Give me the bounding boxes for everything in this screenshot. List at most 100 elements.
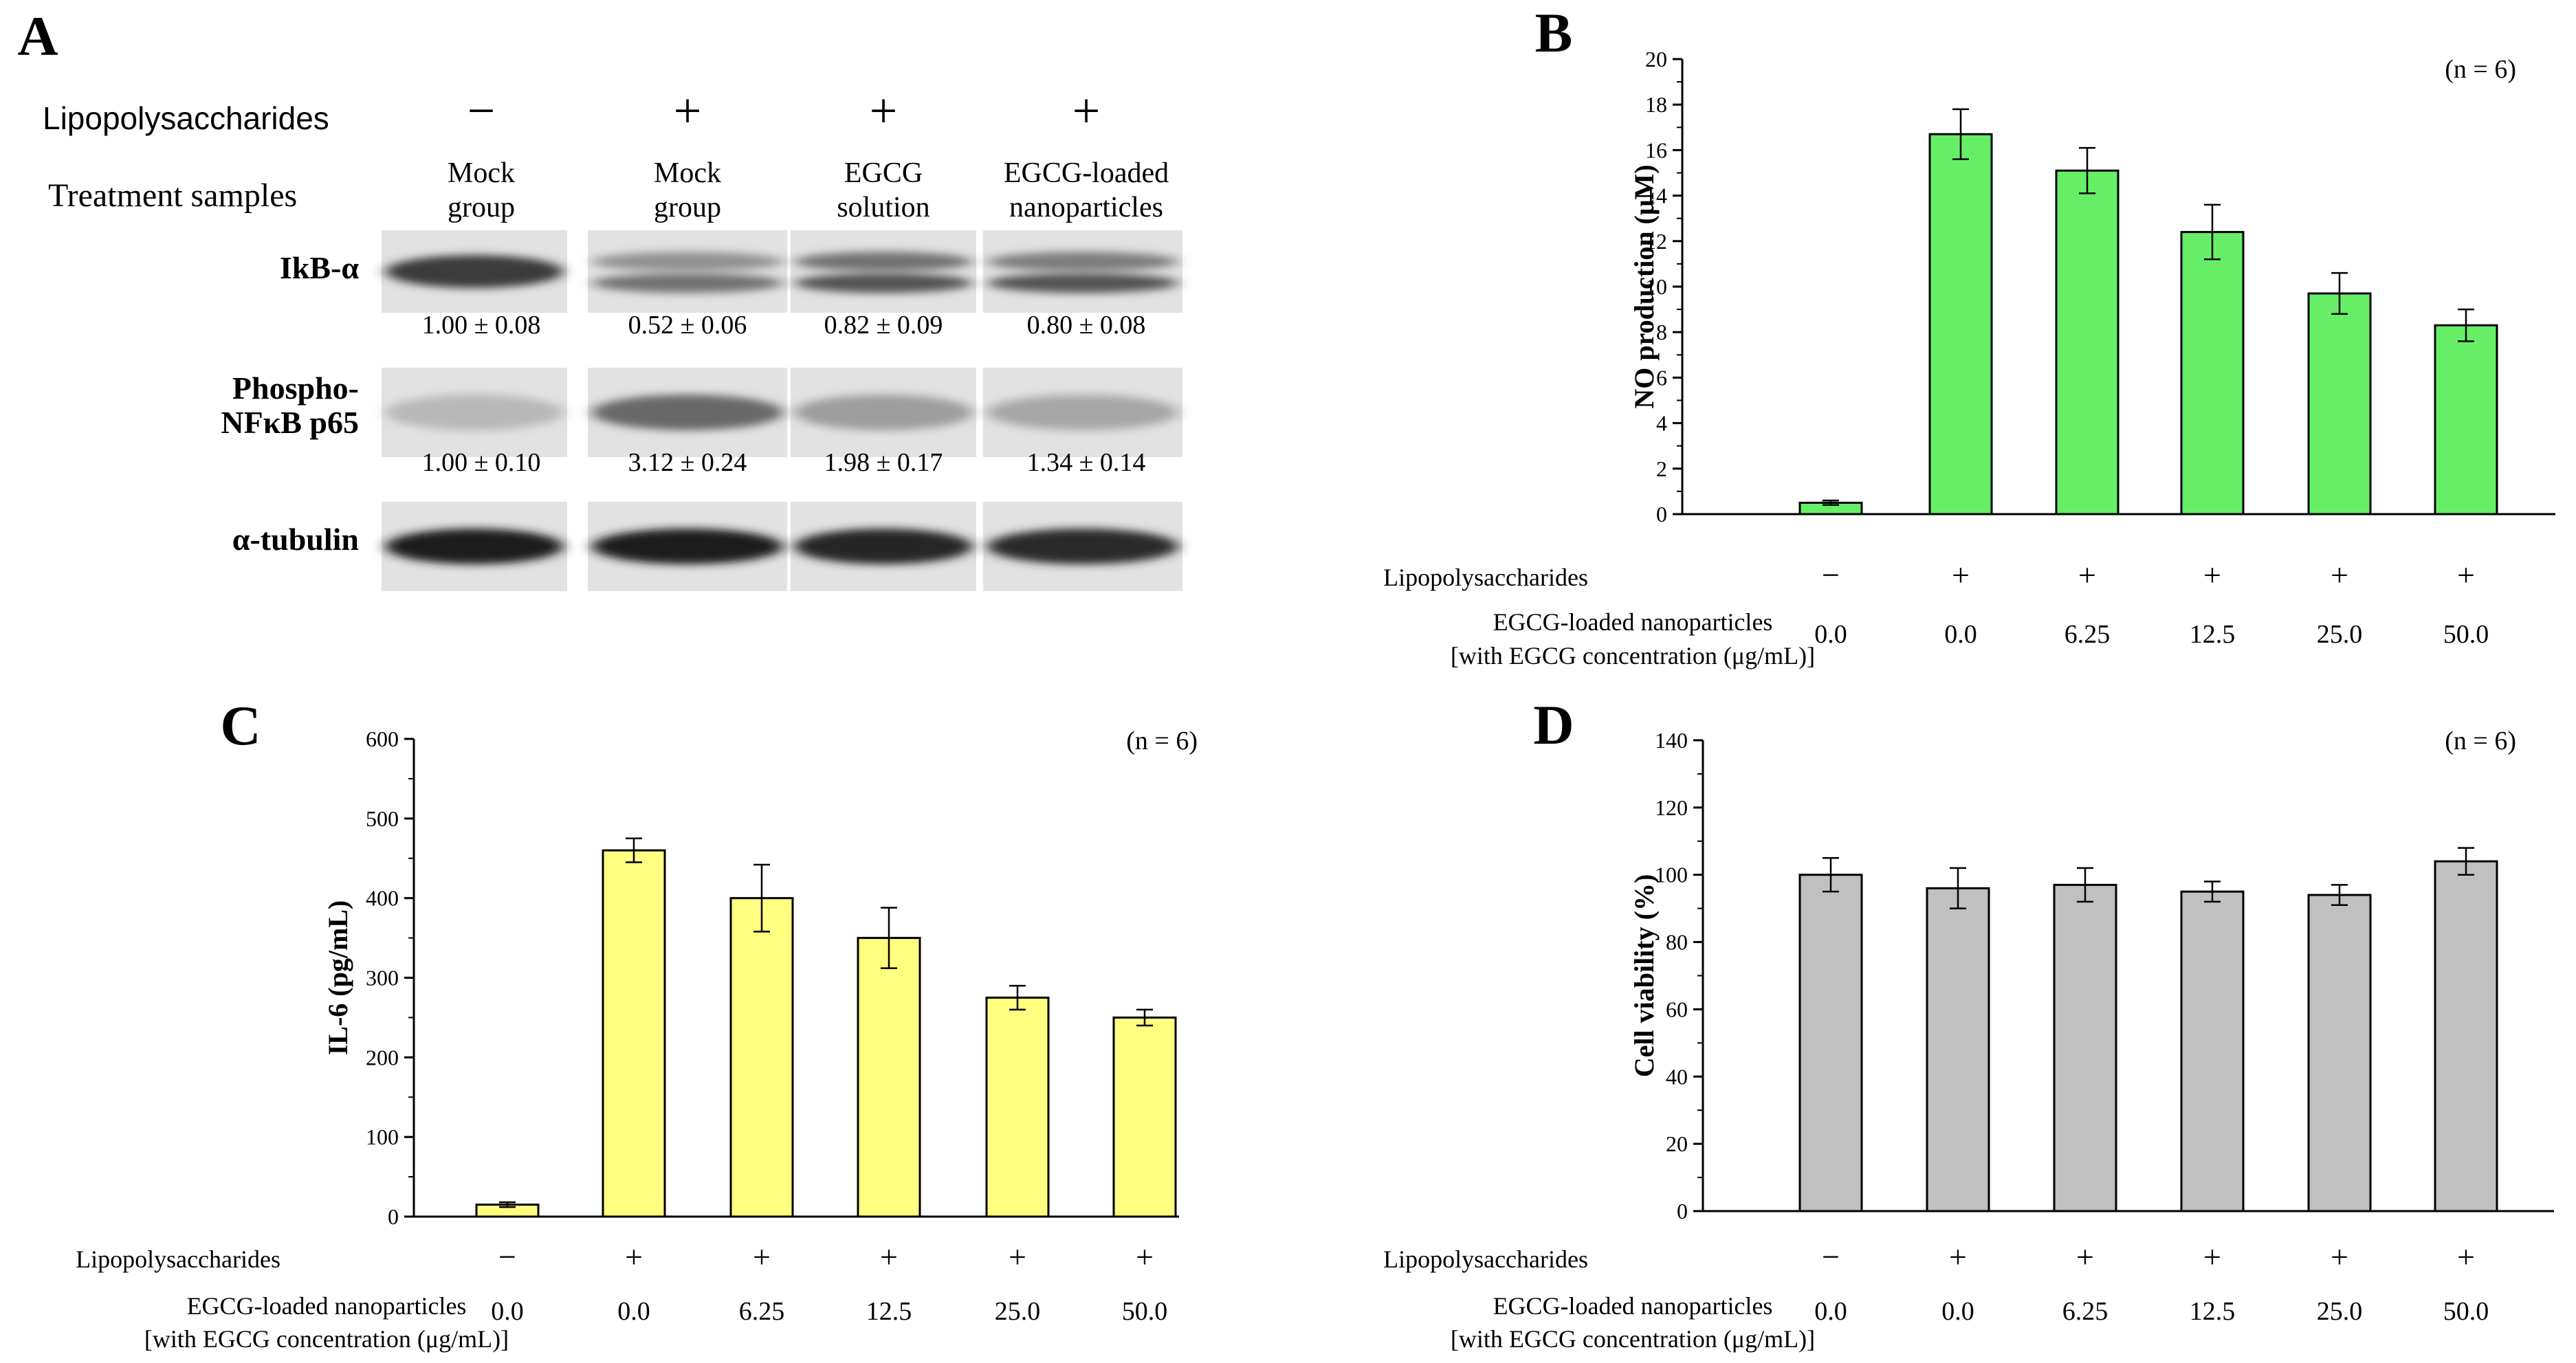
blot-band — [591, 395, 784, 430]
x-category-label: 6.25 — [2065, 620, 2111, 649]
lps-sign: + — [1952, 557, 1970, 592]
egcg-row-label: EGCG-loaded nanoparticles — [187, 1292, 467, 1320]
x-category-label: 12.5 — [866, 1297, 912, 1326]
blot-band — [794, 252, 973, 272]
blot-band — [987, 252, 1179, 272]
band-quantification: 3.12 ± 0.24 — [628, 448, 747, 477]
y-tick-label: 10 — [1645, 274, 1667, 299]
x-category-label: 0.0 — [1944, 620, 1977, 649]
egcg-row-label: [with EGCG concentration (μg/mL)] — [1451, 642, 1815, 669]
lps-sign: − — [498, 1239, 516, 1274]
panel-b-no-production-chart: B (n = 6) 0 2 4 6 8 10 12 14 16 18 20 NO production (… — [1383, 1, 2555, 669]
panel-c-il6-chart: C (n = 6) 0 100 200 300 400 500 600 IL-6 (pg/mL) −… — [76, 694, 1198, 1353]
y-tick-label: 200 — [366, 1045, 399, 1070]
bar — [2053, 883, 2117, 1212]
bar — [2055, 169, 2120, 516]
bar — [729, 897, 794, 1218]
x-category-label: 50.0 — [1122, 1297, 1168, 1326]
band-quantification: 0.82 ± 0.09 — [824, 311, 943, 340]
y-tick-label: 0 — [1677, 1199, 1688, 1223]
lps-sign: + — [674, 83, 702, 138]
y-tick-label: 8 — [1656, 320, 1667, 344]
x-category-label: 0.0 — [1814, 1297, 1847, 1326]
bar — [2307, 292, 2372, 516]
treatment-row-label: Treatment samples — [48, 177, 297, 214]
bar — [602, 849, 666, 1218]
y-tick-label: 80 — [1666, 930, 1688, 955]
x-category-label: 0.0 — [1814, 620, 1847, 649]
blot-band — [987, 395, 1179, 430]
y-axis-label: IL-6 (pg/mL) — [322, 900, 353, 1056]
x-category-label: 12.5 — [2190, 620, 2236, 649]
y-tick-label: 4 — [1656, 411, 1667, 436]
bar — [2180, 890, 2245, 1212]
band-quantification: 1.98 ± 0.17 — [824, 448, 943, 477]
y-tick-label: 18 — [1645, 92, 1667, 117]
x-category-label: 25.0 — [995, 1297, 1041, 1326]
y-tick-label: 14 — [1645, 184, 1667, 208]
band-quantification: 0.52 ± 0.06 — [628, 311, 747, 340]
blot-band — [794, 395, 973, 430]
panel-letter-a: A — [17, 5, 58, 67]
lps-row-label: Lipopolysaccharides — [1383, 564, 1588, 591]
y-tick-label: 2 — [1656, 456, 1667, 481]
blot-band — [794, 529, 973, 564]
x-category-label: 0.0 — [1941, 1297, 1974, 1326]
blot-band — [591, 529, 784, 564]
sample-size-note: (n = 6) — [1126, 727, 1198, 755]
y-tick-label: 20 — [1666, 1131, 1688, 1156]
lps-sign: + — [870, 83, 898, 138]
y-tick-label: 500 — [366, 806, 399, 831]
y-tick-label: 12 — [1645, 229, 1667, 254]
y-tick-label: 300 — [366, 966, 399, 990]
lps-sign: + — [625, 1239, 643, 1274]
treatment-label: group — [654, 192, 721, 223]
x-category-label: 6.25 — [739, 1297, 785, 1326]
treatment-label: nanoparticles — [1009, 192, 1163, 223]
y-tick-label: 100 — [1655, 863, 1688, 887]
x-category-label: 25.0 — [2317, 620, 2363, 649]
lps-sign: − — [467, 83, 496, 138]
y-tick-label: 60 — [1666, 997, 1688, 1021]
y-tick-label: 0 — [1656, 502, 1667, 527]
blot-band — [591, 273, 784, 293]
bar — [2434, 324, 2498, 516]
blot-band — [794, 273, 973, 293]
y-tick-label: 6 — [1656, 365, 1667, 390]
x-category-label: 12.5 — [2190, 1297, 2236, 1326]
bar — [2434, 860, 2498, 1212]
bar — [2307, 894, 2372, 1212]
egcg-row-label: [with EGCG concentration (μg/mL)] — [1451, 1325, 1815, 1353]
lps-sign: + — [2203, 557, 2221, 592]
bar — [985, 996, 1050, 1218]
y-axis-label: NO production (μM) — [1629, 164, 1660, 408]
y-tick-label: 0 — [388, 1204, 399, 1229]
blot-band — [385, 255, 564, 288]
lps-sign: + — [2331, 1239, 2348, 1274]
lps-sign: + — [1072, 83, 1101, 138]
lps-sign: + — [2457, 557, 2475, 592]
bar — [1798, 874, 1863, 1212]
sample-size-note: (n = 6) — [2445, 727, 2516, 755]
bar — [2180, 231, 2245, 516]
y-tick-label: 40 — [1666, 1064, 1688, 1089]
blot-band — [385, 529, 564, 564]
x-category-label: 6.25 — [2062, 1297, 2109, 1326]
y-tick-label: 20 — [1645, 47, 1667, 71]
x-category-label: 50.0 — [2443, 620, 2489, 649]
treatment-label: Mock — [448, 157, 515, 189]
y-tick-label: 16 — [1645, 137, 1667, 162]
panel-a-western-blot: A Lipopolysaccharides − + + + Treatment sample… — [17, 5, 1182, 591]
blot-label: NFκB p65 — [221, 405, 359, 440]
lps-row-label: Lipopolysaccharides — [1383, 1245, 1588, 1273]
y-tick-label: 400 — [366, 886, 399, 911]
bar — [1926, 887, 1990, 1212]
lps-sign: + — [2076, 1239, 2094, 1274]
lps-row-label: Lipopolysaccharides — [76, 1245, 280, 1273]
y-tick-label: 600 — [366, 727, 399, 751]
panel-letter-b: B — [1535, 1, 1573, 64]
treatment-label: EGCG — [844, 157, 923, 189]
blot-band — [385, 395, 564, 430]
treatment-label: group — [448, 192, 515, 223]
lps-sign: + — [2457, 1239, 2475, 1274]
